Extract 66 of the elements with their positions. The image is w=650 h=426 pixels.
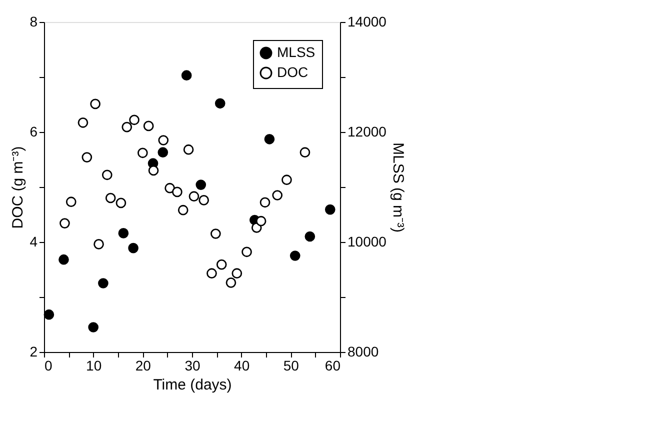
point [260, 197, 270, 208]
point [304, 231, 316, 242]
x-tick-label: 30 [184, 358, 200, 374]
point [60, 218, 70, 228]
point [116, 198, 126, 208]
legend-label: MLSS [277, 44, 316, 60]
point [210, 228, 221, 239]
point [300, 147, 310, 158]
point [282, 174, 292, 186]
x-tick-label: 60 [324, 358, 341, 374]
point [94, 239, 104, 250]
point [272, 190, 283, 200]
y-tick-label: 6 [30, 124, 38, 140]
point [158, 147, 168, 158]
y-axis-title: DOC (g m⁻³) [10, 146, 27, 229]
point [102, 170, 112, 180]
x-tick-label: 20 [135, 358, 152, 374]
point [196, 180, 206, 190]
point [324, 204, 336, 215]
point [44, 309, 54, 320]
point [242, 246, 252, 258]
point [232, 268, 242, 279]
point [128, 242, 138, 254]
x-tick-label: 50 [283, 358, 300, 374]
point [164, 182, 175, 194]
point [118, 228, 129, 238]
point [82, 152, 92, 162]
point [105, 192, 116, 204]
point [66, 196, 76, 208]
y2-tick-label: 14000 [348, 14, 387, 30]
point [183, 144, 194, 155]
point [290, 250, 300, 261]
point [148, 165, 159, 176]
point [137, 148, 148, 158]
x-tick-label: 40 [234, 358, 250, 374]
point [158, 135, 169, 146]
y2-tick-label: 10000 [348, 234, 387, 250]
y-tick-label: 2 [30, 344, 38, 360]
point [181, 70, 192, 81]
point [256, 216, 266, 226]
point [264, 134, 275, 144]
point [214, 98, 226, 109]
point [206, 268, 217, 279]
point [122, 122, 132, 132]
legend-label: DOC [277, 64, 308, 80]
point [226, 278, 236, 288]
point [172, 186, 182, 198]
y2-axis-title: MLSS (g m⁻³) [389, 142, 406, 233]
y2-tick-label: 12000 [348, 124, 387, 140]
point [143, 120, 154, 132]
point [216, 259, 227, 270]
x-tick-label: 0 [44, 358, 52, 374]
point [98, 278, 108, 288]
point [188, 191, 200, 202]
point [58, 254, 69, 265]
point [198, 195, 210, 206]
y-tick-label: 4 [30, 234, 38, 250]
point [129, 114, 140, 126]
y2-tick-label: 8000 [348, 344, 379, 360]
point [88, 322, 99, 332]
x-tick-label: 10 [86, 358, 102, 374]
point [90, 98, 100, 110]
y-tick-label: 8 [30, 14, 38, 30]
point [178, 204, 188, 216]
point [78, 117, 88, 128]
x-axis-title: Time (days) [153, 376, 232, 394]
